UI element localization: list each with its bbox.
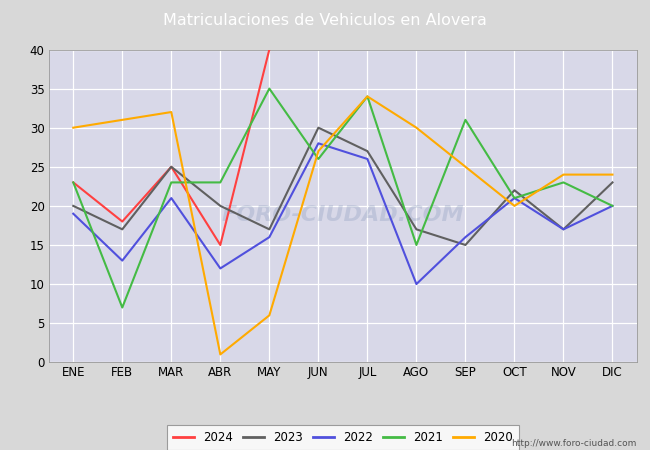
2023 bbox=[70, 203, 77, 209]
Line: 2022: 2022 bbox=[73, 144, 612, 284]
2022 bbox=[413, 281, 421, 287]
2021 bbox=[216, 180, 224, 185]
2020 bbox=[168, 109, 176, 115]
2022 bbox=[608, 203, 616, 209]
2021 bbox=[413, 242, 421, 248]
2022 bbox=[216, 266, 224, 271]
2022 bbox=[265, 234, 273, 240]
2023 bbox=[462, 242, 469, 248]
2021 bbox=[118, 305, 126, 310]
2020 bbox=[608, 172, 616, 177]
Text: Matriculaciones de Vehiculos en Alovera: Matriculaciones de Vehiculos en Alovera bbox=[163, 13, 487, 28]
Text: FORO-CIUDAD.COM: FORO-CIUDAD.COM bbox=[222, 205, 464, 225]
2024 bbox=[265, 47, 273, 52]
2021 bbox=[70, 180, 77, 185]
2022 bbox=[363, 156, 371, 162]
2020 bbox=[413, 125, 421, 130]
2022 bbox=[70, 211, 77, 216]
2023 bbox=[608, 180, 616, 185]
Text: http://www.foro-ciudad.com: http://www.foro-ciudad.com bbox=[512, 439, 637, 448]
2023 bbox=[265, 227, 273, 232]
2022 bbox=[510, 195, 518, 201]
2020 bbox=[315, 148, 322, 154]
2022 bbox=[118, 258, 126, 263]
2021 bbox=[560, 180, 567, 185]
2023 bbox=[168, 164, 176, 170]
2023 bbox=[315, 125, 322, 130]
2022 bbox=[560, 227, 567, 232]
2021 bbox=[265, 86, 273, 91]
2020 bbox=[560, 172, 567, 177]
2023 bbox=[363, 148, 371, 154]
2020 bbox=[70, 125, 77, 130]
Line: 2021: 2021 bbox=[73, 89, 612, 307]
2023 bbox=[118, 227, 126, 232]
2021 bbox=[462, 117, 469, 122]
Line: 2024: 2024 bbox=[73, 50, 269, 245]
2023 bbox=[510, 188, 518, 193]
Line: 2020: 2020 bbox=[73, 96, 612, 355]
2020 bbox=[462, 164, 469, 170]
2024 bbox=[216, 242, 224, 248]
2020 bbox=[118, 117, 126, 122]
Line: 2023: 2023 bbox=[73, 128, 612, 245]
2024 bbox=[70, 180, 77, 185]
2020 bbox=[265, 313, 273, 318]
2021 bbox=[608, 203, 616, 209]
Legend: 2024, 2023, 2022, 2021, 2020: 2024, 2023, 2022, 2021, 2020 bbox=[167, 425, 519, 450]
2020 bbox=[216, 352, 224, 357]
2023 bbox=[216, 203, 224, 209]
2023 bbox=[560, 227, 567, 232]
2020 bbox=[363, 94, 371, 99]
2024 bbox=[168, 164, 176, 170]
2023 bbox=[413, 227, 421, 232]
2022 bbox=[168, 195, 176, 201]
2021 bbox=[315, 156, 322, 162]
2021 bbox=[510, 195, 518, 201]
2022 bbox=[315, 141, 322, 146]
2021 bbox=[363, 94, 371, 99]
2020 bbox=[510, 203, 518, 209]
2022 bbox=[462, 234, 469, 240]
2024 bbox=[118, 219, 126, 224]
2021 bbox=[168, 180, 176, 185]
